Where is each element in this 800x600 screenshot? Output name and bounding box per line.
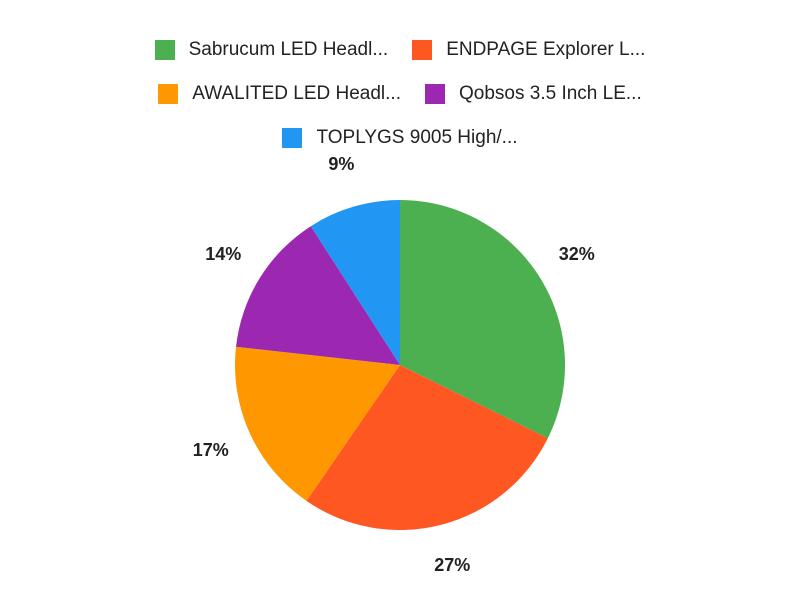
legend-row: TOPLYGS 9005 High/... xyxy=(0,116,800,160)
pie-labels: 32% 27% 17% 14% 9% xyxy=(193,154,595,575)
pie-label-toplygs: 9% xyxy=(328,154,354,174)
legend-swatch-toplygs xyxy=(282,128,303,148)
pie-label-sabrucum: 32% xyxy=(559,244,595,264)
legend-item-sabrucum[interactable]: Sabrucum LED Headl... xyxy=(154,39,389,61)
legend-row: Sabrucum LED Headl... ENDPAGE Explorer L… xyxy=(0,28,800,72)
legend-item-toplygs[interactable]: TOPLYGS 9005 High/... xyxy=(282,127,518,149)
pie-slice-endpage[interactable] xyxy=(306,365,548,530)
legend-swatch-sabrucum xyxy=(154,40,175,60)
legend-swatch-qobsos xyxy=(425,84,445,104)
legend-label-awalited: AWALITED LED Headl... xyxy=(192,83,401,104)
pie-slices xyxy=(234,200,565,530)
legend-label-endpage: ENDPAGE Explorer L... xyxy=(446,39,646,60)
chart-legend: Sabrucum LED Headl... ENDPAGE Explorer L… xyxy=(0,28,800,160)
pie-slice-sabrucum[interactable] xyxy=(400,200,565,439)
legend-swatch-endpage xyxy=(412,40,433,60)
pie-label-endpage: 27% xyxy=(434,555,470,575)
legend-label-sabrucum: Sabrucum LED Headl... xyxy=(188,39,389,60)
legend-label-toplygs: TOPLYGS 9005 High/... xyxy=(316,127,518,148)
legend-row: AWALITED LED Headl... Qobsos 3.5 Inch LE… xyxy=(0,72,800,116)
pie-label-qobsos: 14% xyxy=(205,244,241,264)
pie-slice-awalited[interactable] xyxy=(234,346,400,501)
pie-slice-qobsos[interactable] xyxy=(236,226,400,365)
pie-slice-toplygs[interactable] xyxy=(310,200,400,365)
legend-item-awalited[interactable]: AWALITED LED Headl... xyxy=(158,83,401,105)
legend-item-endpage[interactable]: ENDPAGE Explorer L... xyxy=(412,39,645,61)
legend-swatch-awalited xyxy=(158,84,179,104)
pie-label-awalited: 17% xyxy=(193,440,229,460)
legend-item-qobsos[interactable]: Qobsos 3.5 Inch LE... xyxy=(425,83,642,105)
legend-label-qobsos: Qobsos 3.5 Inch LE... xyxy=(459,83,642,104)
